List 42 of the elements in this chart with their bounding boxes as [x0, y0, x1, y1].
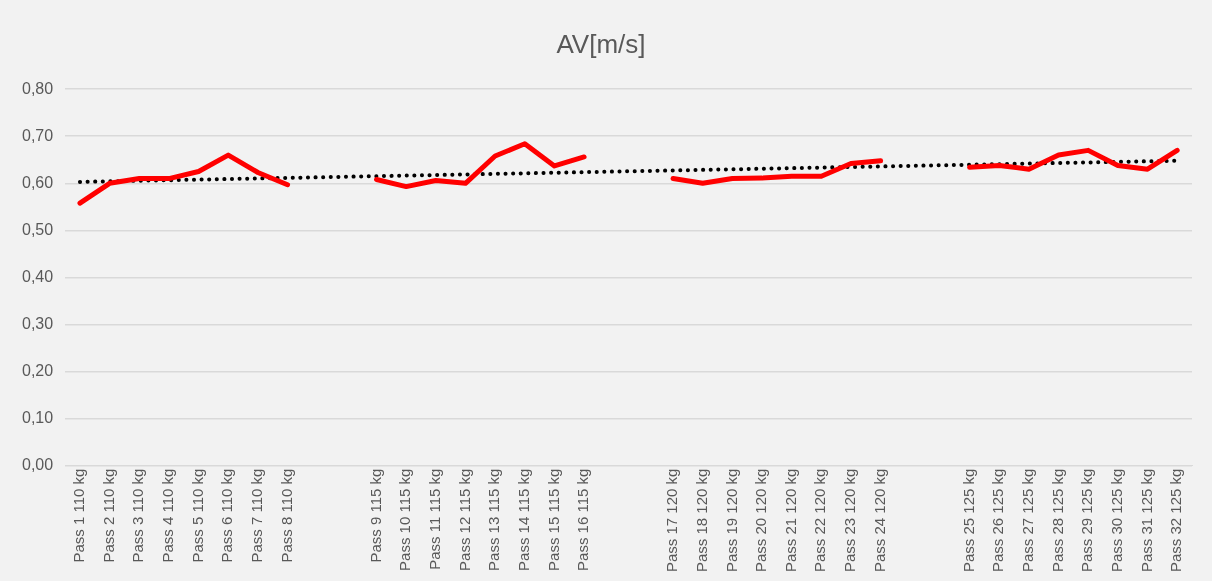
x-tick-label: Pass 13 115 kg: [485, 468, 503, 571]
x-tick-label: Pass 17 120 kg: [663, 468, 681, 572]
x-tick-label: Pass 22 120 kg: [811, 468, 829, 572]
y-tick-label: 0,10: [22, 408, 54, 426]
x-tick-label: Pass 5 110 kg: [188, 468, 206, 563]
y-tick-label: 0,20: [22, 361, 54, 379]
y-tick-label: 0,70: [22, 126, 54, 144]
x-tick-label: Pass 18 120 kg: [692, 468, 710, 572]
x-tick-label: Pass 15 115 kg: [544, 468, 562, 571]
x-tick-label: Pass 31 125 kg: [1137, 468, 1155, 572]
x-tick-label: Pass 21 120 kg: [781, 468, 799, 572]
x-tick-label: Pass 27 125 kg: [1019, 468, 1037, 572]
x-tick-label: Pass 29 125 kg: [1078, 468, 1096, 572]
x-tick-label: Pass 3 110 kg: [129, 468, 147, 563]
x-tick-label: Pass 30 125 kg: [1108, 468, 1126, 572]
x-tick-label: Pass 6 110 kg: [218, 468, 236, 563]
x-tick-label: Pass 14 115 kg: [514, 468, 532, 571]
x-tick-label: Pass 12 115 kg: [455, 468, 473, 571]
x-tick-label: Pass 9 115 kg: [366, 468, 384, 563]
x-tick-label: Pass 19 120 kg: [722, 468, 740, 572]
x-tick-label: Pass 1 110 kg: [70, 468, 88, 563]
x-tick-label: Pass 16 115 kg: [574, 468, 592, 571]
y-tick-label: 0,40: [22, 267, 54, 285]
x-tick-label: Pass 26 125 kg: [989, 468, 1007, 572]
x-tick-label: Pass 24 120 kg: [870, 468, 888, 572]
y-tick-label: 0,30: [22, 314, 54, 332]
x-tick-label: Pass 2 110 kg: [99, 468, 117, 563]
y-tick-label: 0,00: [22, 456, 54, 473]
y-tick-label: 0,50: [22, 220, 54, 238]
x-tick-label: Pass 7 110 kg: [248, 468, 266, 563]
x-tick-label: Pass 32 125 kg: [1167, 468, 1185, 572]
y-tick-label: 0,60: [22, 173, 54, 191]
x-tick-label: Pass 10 115 kg: [396, 468, 414, 571]
x-tick-label: Pass 23 120 kg: [841, 468, 859, 572]
x-tick-label: Pass 4 110 kg: [159, 468, 177, 563]
chart-title: AV[m/s]: [556, 28, 646, 59]
x-tick-label: Pass 28 125 kg: [1048, 468, 1066, 572]
x-tick-label: Pass 25 125 kg: [959, 468, 977, 572]
y-tick-label: 0,80: [22, 79, 54, 97]
x-tick-label: Pass 20 120 kg: [752, 468, 770, 572]
x-tick-label: Pass 8 110 kg: [277, 468, 295, 563]
x-tick-label: Pass 11 115 kg: [425, 468, 443, 570]
